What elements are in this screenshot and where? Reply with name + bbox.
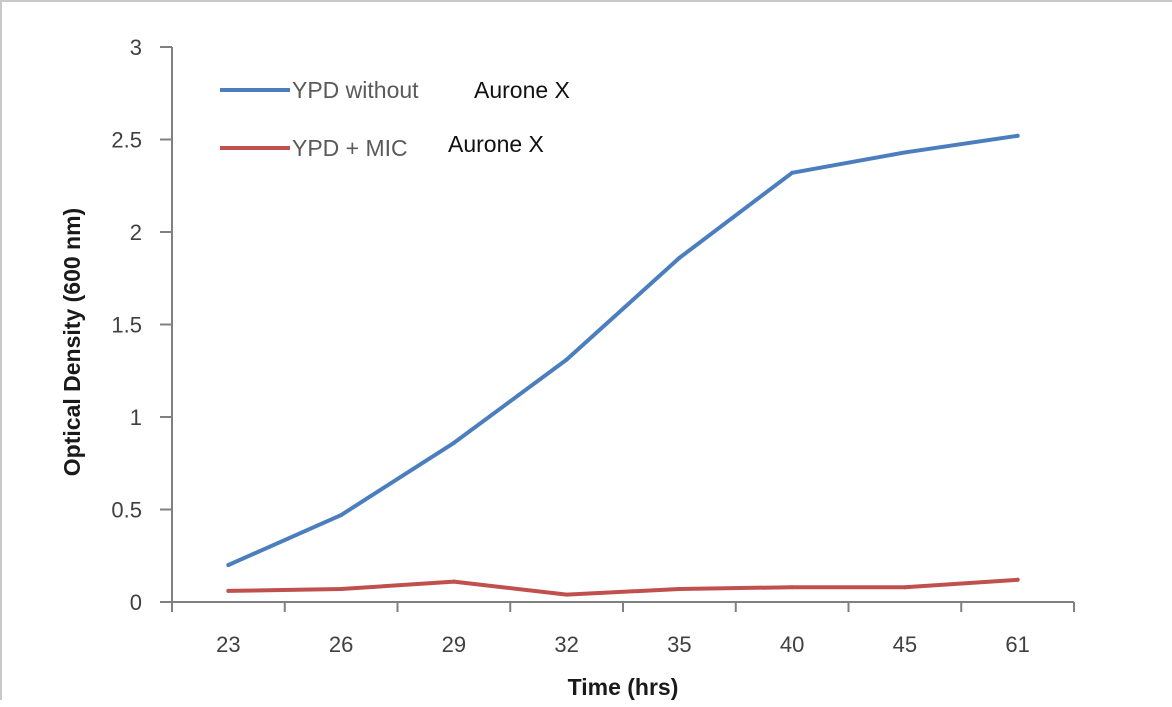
x-tick-label: 40: [780, 632, 804, 657]
series-ypd-mic: [226, 577, 1020, 597]
y-tick-label: 1.5: [111, 313, 142, 338]
y-tick-label: 2: [130, 220, 142, 245]
legend-item-ypd-mic: YPD + MIC Aurone X: [220, 131, 544, 161]
data-point-ypd-without: [677, 255, 682, 260]
y-tick-label: 1: [130, 405, 142, 430]
y-tick-label: 3: [130, 35, 142, 60]
data-point-ypd-mic: [1015, 577, 1020, 582]
legend-suffix-ypd-without: Aurone X: [474, 77, 570, 103]
series-layer: [226, 133, 1020, 597]
data-point-ypd-without: [226, 563, 231, 567]
legend-item-ypd-without: YPD without Aurone X: [220, 77, 570, 103]
legend-label-ypd-mic: YPD + MIC: [292, 135, 408, 161]
y-ticks: [160, 46, 172, 603]
x-axis-title: Time (hrs): [568, 674, 679, 700]
legend-label-ypd-without: YPD without: [292, 77, 419, 103]
x-tick-label: 45: [893, 632, 917, 657]
x-tick-label: 61: [1005, 632, 1029, 657]
data-point-ypd-mic: [451, 579, 456, 584]
y-axis-title: Optical Density (600 nm): [59, 208, 85, 476]
data-point-ypd-without: [564, 357, 569, 362]
series-ypd-without: [226, 133, 1020, 567]
series-line-ypd-mic: [226, 577, 1020, 597]
legend-suffix-ypd-mic: Aurone X: [448, 131, 544, 157]
data-point-ypd-mic: [226, 588, 231, 593]
data-point-ypd-mic: [902, 585, 907, 590]
x-tick-label: 23: [216, 632, 240, 657]
data-point-ypd-without: [790, 170, 795, 175]
y-tick-label: 0: [130, 590, 142, 615]
x-tick-label: 32: [554, 632, 578, 657]
y-tick-label: 0.5: [111, 498, 142, 523]
x-tick-label: 29: [442, 632, 466, 657]
x-tick-label: 26: [329, 632, 353, 657]
data-point-ypd-mic: [677, 587, 682, 592]
x-tick-label: 35: [667, 632, 691, 657]
data-point-ypd-mic: [564, 592, 569, 597]
data-point-ypd-mic: [339, 587, 344, 592]
y-tick-labels: 0 0.5 1 1.5 2 2.5 3: [111, 35, 142, 615]
legend: YPD without Aurone X YPD + MIC Aurone X: [220, 77, 570, 161]
axes: 0 0.5 1 1.5 2 2.5 3 23 26 29 32 35 40 45 61: [111, 35, 1075, 657]
series-line-ypd-without: [226, 133, 1020, 567]
data-point-ypd-without: [451, 440, 456, 445]
data-point-ypd-without: [902, 150, 907, 155]
data-point-ypd-without: [339, 513, 344, 518]
x-ticks: [171, 602, 1075, 612]
data-point-ypd-without: [1015, 133, 1020, 138]
y-tick-label: 2.5: [111, 128, 142, 153]
data-point-ypd-mic: [790, 585, 795, 590]
x-tick-labels: 23 26 29 32 35 40 45 61: [216, 632, 1030, 657]
